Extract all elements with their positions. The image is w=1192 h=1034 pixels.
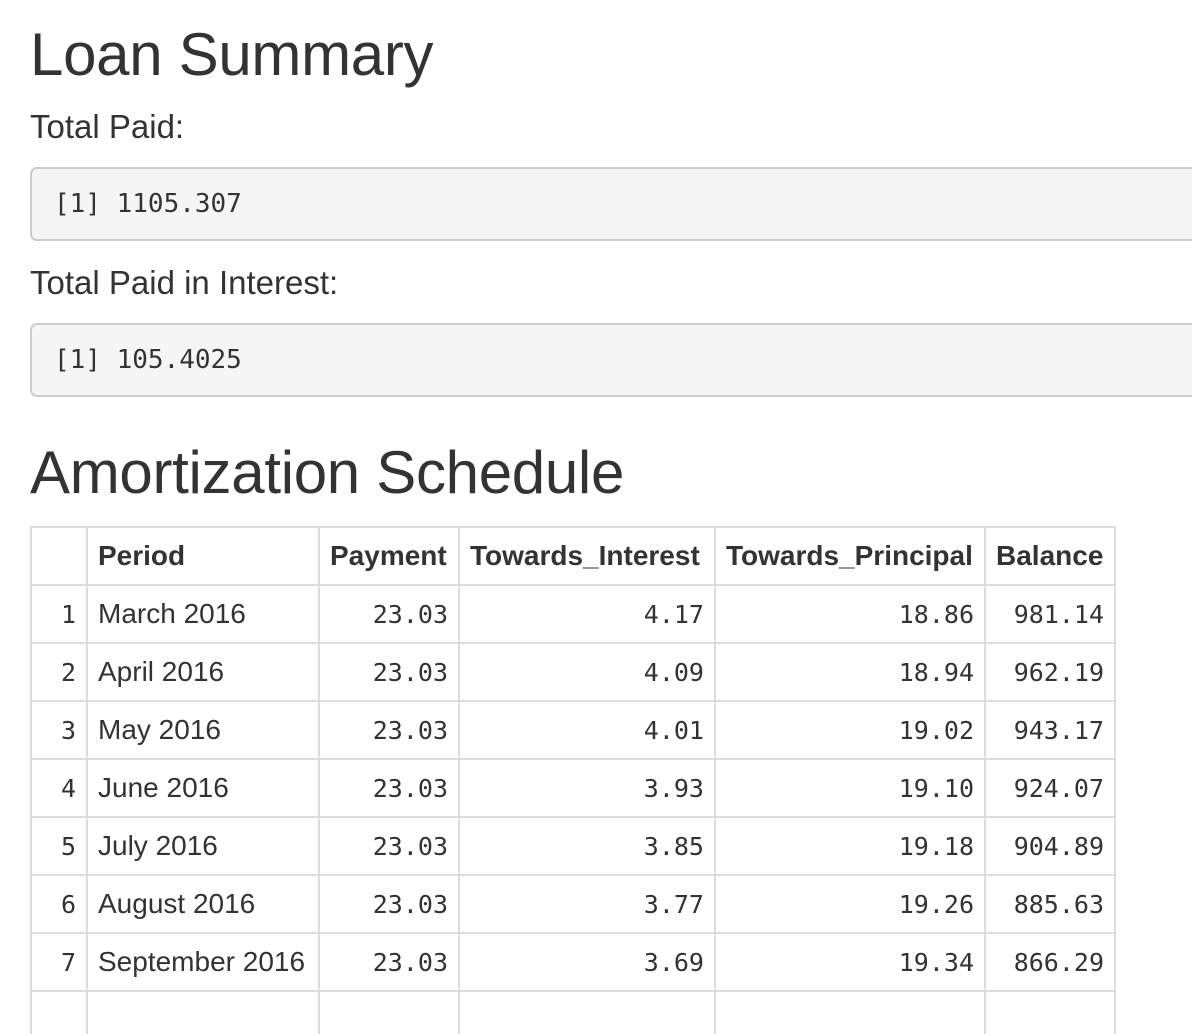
- period-cell: April 2016: [86, 642, 320, 702]
- total-paid-label: Total Paid:: [30, 108, 185, 145]
- row-index: 5: [30, 816, 88, 876]
- balance-cell: 885.63: [984, 874, 1116, 934]
- amortization-table: Period Payment Towards_Interest Towards_…: [30, 526, 1116, 1034]
- payment-cell: 23.03: [318, 642, 460, 702]
- table-row: 7 September 2016 23.03 3.69 19.34 866.29: [30, 932, 1116, 992]
- period-cell: [86, 990, 320, 1034]
- table-row: 5 July 2016 23.03 3.85 19.18 904.89: [30, 816, 1116, 876]
- column-header-balance: Balance: [984, 526, 1116, 586]
- table-row: 1 March 2016 23.03 4.17 18.86 981.14: [30, 584, 1116, 644]
- payment-cell: 23.03: [318, 816, 460, 876]
- row-index: 2: [30, 642, 88, 702]
- towards-principal-cell: 18.86: [714, 584, 986, 644]
- balance-cell: 866.29: [984, 932, 1116, 992]
- table-row: [30, 990, 1116, 1034]
- balance-cell: 981.14: [984, 584, 1116, 644]
- row-index: 7: [30, 932, 88, 992]
- period-cell: May 2016: [86, 700, 320, 760]
- column-header-index: [30, 526, 88, 586]
- column-header-towards-principal: Towards_Principal: [714, 526, 986, 586]
- towards-principal-cell: 19.02: [714, 700, 986, 760]
- towards-principal-cell: 19.18: [714, 816, 986, 876]
- towards-principal-cell: 19.10: [714, 758, 986, 818]
- total-interest-output: [1] 105.4025: [30, 323, 1192, 397]
- towards-interest-cell: 3.85: [458, 816, 716, 876]
- payment-cell: 23.03: [318, 758, 460, 818]
- total-paid-output: [1] 1105.307: [30, 167, 1192, 241]
- balance-cell: [984, 990, 1116, 1034]
- period-cell: June 2016: [86, 758, 320, 818]
- loan-summary-title: Loan Summary: [30, 21, 434, 88]
- payment-cell: 23.03: [318, 700, 460, 760]
- towards-interest-cell: 3.77: [458, 874, 716, 934]
- towards-principal-cell: 18.94: [714, 642, 986, 702]
- towards-interest-cell: 4.09: [458, 642, 716, 702]
- table-header-row: Period Payment Towards_Interest Towards_…: [30, 526, 1116, 586]
- towards-interest-cell: 3.93: [458, 758, 716, 818]
- towards-interest-cell: 4.17: [458, 584, 716, 644]
- payment-cell: [318, 990, 460, 1034]
- payment-cell: 23.03: [318, 874, 460, 934]
- row-index: 3: [30, 700, 88, 760]
- table-row: 6 August 2016 23.03 3.77 19.26 885.63: [30, 874, 1116, 934]
- towards-interest-cell: 4.01: [458, 700, 716, 760]
- row-index: 1: [30, 584, 88, 644]
- table-row: 4 June 2016 23.03 3.93 19.10 924.07: [30, 758, 1116, 818]
- period-cell: July 2016: [86, 816, 320, 876]
- table-row: 3 May 2016 23.03 4.01 19.02 943.17: [30, 700, 1116, 760]
- period-cell: March 2016: [86, 584, 320, 644]
- total-interest-label: Total Paid in Interest:: [30, 264, 339, 301]
- column-header-payment: Payment: [318, 526, 460, 586]
- amortization-schedule-title: Amortization Schedule: [30, 439, 625, 506]
- payment-cell: 23.03: [318, 584, 460, 644]
- period-cell: September 2016: [86, 932, 320, 992]
- balance-cell: 924.07: [984, 758, 1116, 818]
- towards-principal-cell: [714, 990, 986, 1034]
- towards-interest-cell: [458, 990, 716, 1034]
- row-index: 6: [30, 874, 88, 934]
- column-header-period: Period: [86, 526, 320, 586]
- table-row: 2 April 2016 23.03 4.09 18.94 962.19: [30, 642, 1116, 702]
- towards-principal-cell: 19.34: [714, 932, 986, 992]
- period-cell: August 2016: [86, 874, 320, 934]
- balance-cell: 943.17: [984, 700, 1116, 760]
- towards-principal-cell: 19.26: [714, 874, 986, 934]
- payment-cell: 23.03: [318, 932, 460, 992]
- row-index: 4: [30, 758, 88, 818]
- row-index: [30, 990, 88, 1034]
- balance-cell: 904.89: [984, 816, 1116, 876]
- balance-cell: 962.19: [984, 642, 1116, 702]
- towards-interest-cell: 3.69: [458, 932, 716, 992]
- column-header-towards-interest: Towards_Interest: [458, 526, 716, 586]
